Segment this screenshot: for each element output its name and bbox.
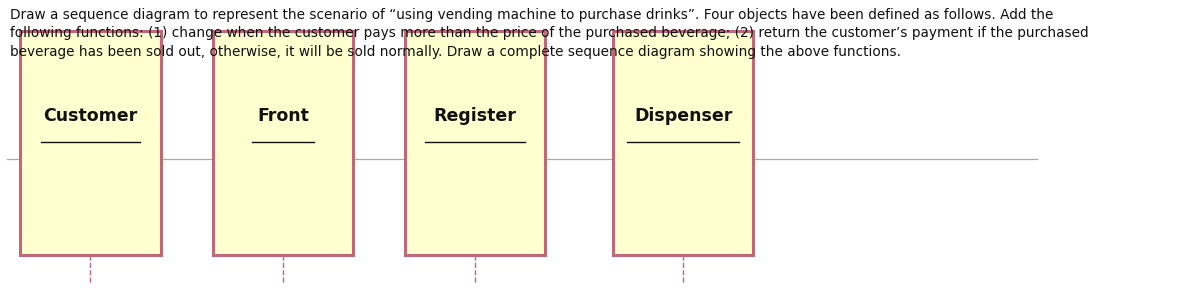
Text: Draw a sequence diagram to represent the scenario of “using vending machine to p: Draw a sequence diagram to represent the…: [11, 8, 1090, 59]
Text: Dispenser: Dispenser: [634, 107, 732, 125]
FancyBboxPatch shape: [20, 31, 161, 255]
Text: Front: Front: [257, 107, 308, 125]
Text: Customer: Customer: [43, 107, 138, 125]
Text: Register: Register: [433, 107, 517, 125]
FancyBboxPatch shape: [613, 31, 754, 255]
FancyBboxPatch shape: [404, 31, 545, 255]
FancyBboxPatch shape: [212, 31, 353, 255]
